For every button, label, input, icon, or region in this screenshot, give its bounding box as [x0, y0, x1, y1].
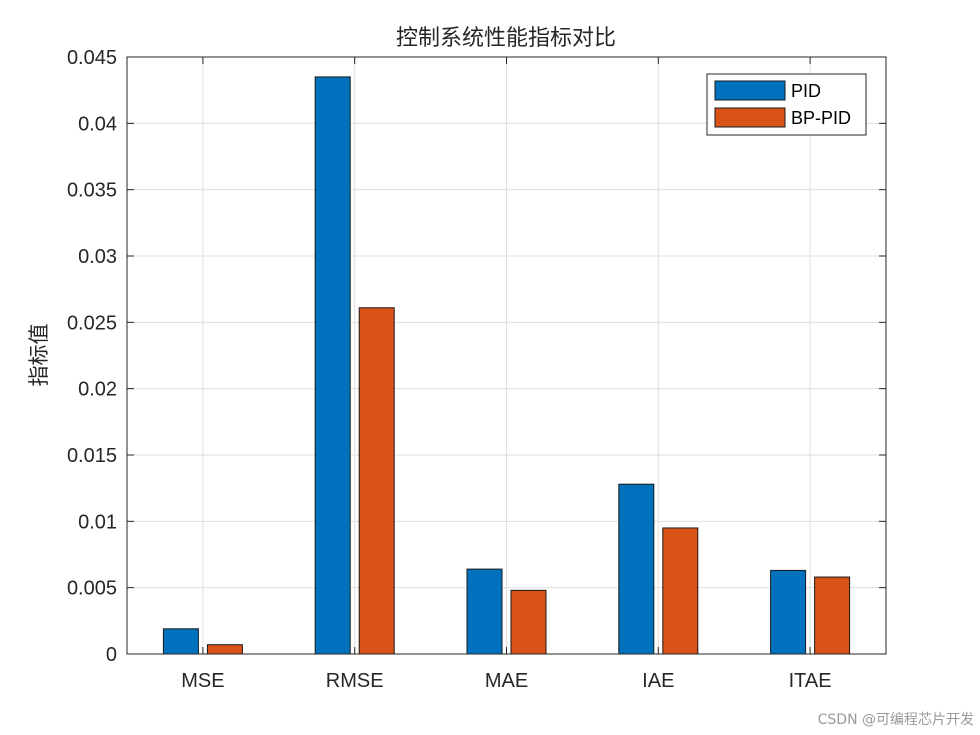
- y-tick-label: 0: [106, 644, 117, 666]
- y-tick-label: 0.04: [78, 113, 117, 135]
- legend-label-pid: PID: [791, 81, 821, 101]
- chart-title: 控制系统性能指标对比: [396, 26, 616, 51]
- watermark: CSDN @可编程芯片开发: [817, 712, 974, 728]
- x-tick-label: MSE: [181, 670, 224, 692]
- bar-pid-itae: [770, 569, 807, 655]
- y-tick-label: 0.035: [67, 180, 117, 202]
- bar-pid-iae: [618, 483, 655, 655]
- legend-swatch-bp-pid: [714, 107, 786, 128]
- y-tick-label: 0.025: [67, 312, 117, 334]
- x-tick-label: IAE: [642, 670, 674, 692]
- bar-bp-pid-iae: [662, 527, 699, 655]
- y-tick-label: 0.01: [78, 511, 117, 533]
- bar-bp-pid-rmse: [358, 307, 395, 655]
- bar-bp-pid-mse: [206, 644, 243, 655]
- bar-bp-pid-itae: [814, 576, 851, 655]
- bar-pid-mae: [466, 568, 503, 655]
- y-tick-label: 0.005: [67, 578, 117, 600]
- axis-ticks: 0 0.005 0.01 0.015 0.02 0.025 0.03 0.035 0.04 0.0…: [67, 47, 886, 692]
- bar-pid-rmse: [314, 76, 351, 655]
- x-tick-label: ITAE: [789, 670, 832, 692]
- y-tick-label: 0.045: [67, 47, 117, 69]
- legend-label-bp-pid: BP-PID: [791, 108, 851, 128]
- bar-pid-mse: [162, 628, 199, 655]
- bar-bp-pid-mae: [510, 589, 547, 655]
- y-tick-label: 0.02: [78, 379, 117, 401]
- y-tick-label: 0.015: [67, 445, 117, 467]
- x-tick-label: MAE: [485, 670, 528, 692]
- legend: PID BP-PID: [706, 73, 867, 136]
- bars: [162, 76, 851, 655]
- y-tick-label: 0.03: [78, 246, 117, 268]
- y-axis-label: 指标值: [27, 324, 51, 387]
- legend-swatch-pid: [714, 80, 786, 101]
- x-tick-label: RMSE: [326, 670, 384, 692]
- grid-lines: [127, 56, 886, 655]
